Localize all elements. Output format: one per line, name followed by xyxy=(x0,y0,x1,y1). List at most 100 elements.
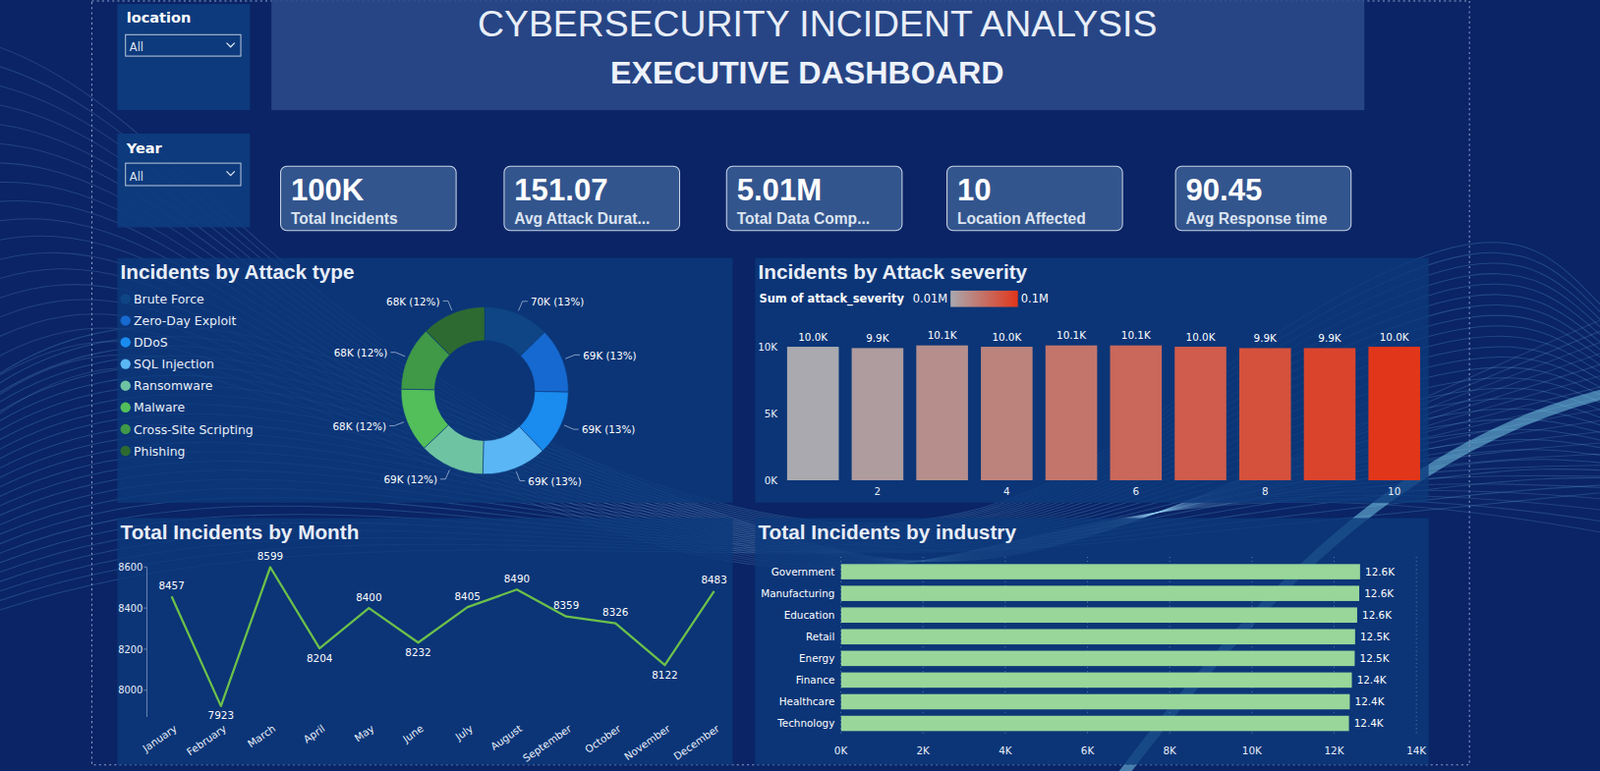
panel xyxy=(116,258,733,504)
data-label: 8400 xyxy=(355,591,382,604)
kpi-value: 90.45 xyxy=(1186,172,1263,208)
data-label: 9.9K xyxy=(1254,332,1278,344)
bar xyxy=(980,346,1033,481)
decor-waves xyxy=(0,41,1600,771)
slicer-value: All xyxy=(129,40,144,55)
tick-label: 6K xyxy=(1081,744,1096,757)
data-label: 12.4K xyxy=(1357,674,1388,686)
tick-label: November xyxy=(622,722,674,763)
data-label: 12.4K xyxy=(1354,717,1385,730)
wave xyxy=(0,252,1600,525)
tick-label: October xyxy=(582,722,624,756)
bar xyxy=(841,629,1356,646)
data-label: 8599 xyxy=(257,550,284,563)
tick-label: 4 xyxy=(1003,485,1011,498)
data-label: 8326 xyxy=(602,606,629,619)
data-label: 10.1K xyxy=(927,329,959,342)
leader-line xyxy=(443,300,453,311)
legend-swatch xyxy=(120,380,131,391)
colorbar-tick-label: 0.1M xyxy=(1021,291,1049,306)
tick-label: Healthcare xyxy=(779,695,836,708)
wave xyxy=(0,181,1600,562)
bar xyxy=(841,651,1356,668)
data-label: 69K (13%) xyxy=(582,349,636,362)
kpi-label: Total Data Comp... xyxy=(737,210,870,228)
tick-label: 8000 xyxy=(117,685,143,696)
bars xyxy=(841,564,1361,732)
data-label: 8232 xyxy=(404,646,431,659)
data-label: 69K (13%) xyxy=(527,475,581,488)
kpi-value: 100K xyxy=(290,172,365,208)
data-label: 10.1K xyxy=(1121,329,1152,342)
slicer-value: All xyxy=(129,170,144,184)
tick-label: March xyxy=(245,722,279,750)
chart-title: Incidents by Attack severity xyxy=(757,260,1028,284)
tick-label: 8200 xyxy=(117,644,143,656)
wave xyxy=(0,219,1600,564)
kpi-card xyxy=(504,166,681,230)
tick-label: 6 xyxy=(1132,485,1140,498)
wave xyxy=(0,60,1600,562)
tick-label: 0K xyxy=(834,744,850,757)
tick-label: Retail xyxy=(805,630,835,643)
colorbar-title: Sum of attack_severity xyxy=(758,291,905,307)
panel xyxy=(116,517,733,765)
slicer-dropdown[interactable] xyxy=(125,163,241,186)
page-border xyxy=(91,0,1470,766)
bar xyxy=(852,347,905,481)
tick-label: February xyxy=(184,722,229,758)
legend-label: Ransomware xyxy=(133,378,213,394)
data-label: 8405 xyxy=(455,590,481,603)
chevron xyxy=(227,171,235,175)
slicer-panel xyxy=(116,3,250,111)
background xyxy=(0,0,1600,771)
subtitle: EXECUTIVE DASHBOARD xyxy=(610,55,1004,91)
chart-title: Incidents by Attack type xyxy=(120,260,355,284)
slicer-dropdown[interactable] xyxy=(125,34,241,57)
data-label: 69K (13%) xyxy=(581,423,635,436)
data-label: 68K (12%) xyxy=(334,346,388,359)
data-label: 10.0K xyxy=(798,331,829,343)
leader-line xyxy=(389,422,404,427)
data-label: 8359 xyxy=(553,599,579,612)
axis-line xyxy=(146,567,148,718)
tick-label: 2K xyxy=(916,744,932,757)
tick-label: 8K xyxy=(1162,744,1178,757)
tick-label: 8 xyxy=(1261,485,1269,498)
leader-line xyxy=(390,352,405,357)
tick-label: Education xyxy=(784,609,836,622)
kpi-label: Total Incidents xyxy=(290,210,399,228)
data-label: 12.5K xyxy=(1360,652,1391,665)
legend-swatch xyxy=(120,315,131,326)
data-label: 12.4K xyxy=(1355,695,1386,708)
kpi-card xyxy=(1175,166,1352,230)
chart-title: Total Incidents by Month xyxy=(120,520,360,544)
colorbar xyxy=(950,290,1019,308)
panel xyxy=(754,517,1429,765)
legend-swatch xyxy=(120,402,131,413)
tick-label: 4K xyxy=(998,744,1014,757)
data-label: 10.0K xyxy=(1379,331,1411,343)
canvas: locationAllYearAllCYBERSECURITY INCIDENT… xyxy=(0,0,1600,771)
data-label: 10.1K xyxy=(1056,329,1087,342)
legend-label: Malware xyxy=(133,400,185,415)
tick-label: Manufacturing xyxy=(760,587,835,600)
pie-slice xyxy=(482,426,543,474)
leader-line xyxy=(518,301,528,312)
wave xyxy=(0,242,1600,524)
tick-label: May xyxy=(351,722,376,744)
tick xyxy=(777,413,781,415)
line xyxy=(171,568,715,707)
bar xyxy=(787,346,840,481)
bar xyxy=(1368,346,1421,481)
panel xyxy=(754,258,1429,504)
wave xyxy=(0,81,1600,563)
tick-label: August xyxy=(488,722,525,753)
slicer-panel xyxy=(116,133,250,229)
data-label: 12.6K xyxy=(1365,566,1396,578)
data-label: 68K (12%) xyxy=(386,295,440,308)
bar xyxy=(1045,345,1098,481)
bar xyxy=(841,607,1358,624)
legend-swatch xyxy=(120,424,131,435)
legend-label: SQL Injection xyxy=(133,356,215,372)
